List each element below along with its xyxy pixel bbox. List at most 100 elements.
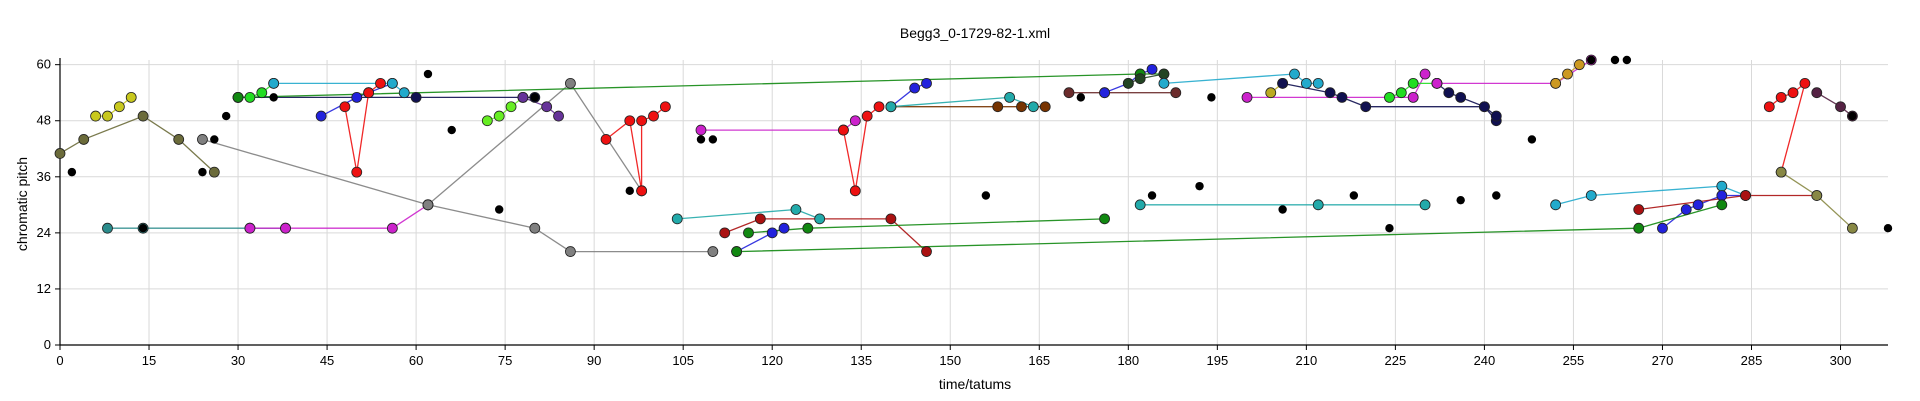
data-point-cyan-4: [1716, 180, 1728, 192]
data-point-blue-5: [1657, 222, 1668, 234]
data-point-green-2: [743, 227, 754, 239]
data-point-isolated: [1349, 191, 1359, 200]
data-point-teal-3: [1419, 199, 1431, 211]
data-point-magenta-2: [849, 115, 861, 127]
data-point-navy-2: [1324, 87, 1336, 99]
data-point-magenta-3: [1241, 91, 1253, 103]
data-point-isolated: [981, 191, 991, 200]
series-lines: [59, 59, 1853, 253]
x-tick-label: 30: [231, 353, 245, 368]
data-point-isolated: [1278, 205, 1287, 214]
x-tick-label: 45: [320, 353, 334, 368]
data-point-magenta-3: [1407, 91, 1419, 103]
x-tick-label: 60: [409, 353, 423, 368]
data-point-blue-2: [766, 227, 778, 239]
data-point-isolated: [1622, 55, 1632, 65]
series-line-blue-3: [890, 82, 927, 108]
x-tick-label: 300: [1830, 353, 1852, 368]
data-point-magenta-1: [244, 222, 256, 234]
data-point-blue-1: [315, 110, 327, 122]
y-tick-label: 12: [37, 281, 51, 296]
data-point-cyan-2: [671, 213, 683, 225]
x-tick-label: 135: [850, 353, 872, 368]
data-point-teal-2: [885, 101, 897, 113]
data-point-isolated: [198, 167, 207, 177]
data-point-grey-1: [529, 222, 541, 234]
data-point-green-5: [1633, 222, 1645, 234]
data-point-yellow-1: [102, 110, 113, 122]
x-tick-label: 240: [1474, 353, 1496, 368]
data-point-navy-2: [1277, 77, 1289, 89]
x-tick-label: 255: [1563, 353, 1585, 368]
data-point-green-5: [731, 246, 742, 257]
data-point-teal-3: [1134, 199, 1146, 211]
series-line-red-1: [344, 82, 381, 173]
data-point-isolated: [1456, 195, 1465, 205]
data-point-darkgreen-1: [1122, 77, 1134, 89]
data-point-cyan-2: [790, 204, 802, 215]
data-point-green-3: [232, 91, 244, 103]
data-point-green-5: [1716, 199, 1728, 211]
data-point-red-3: [849, 185, 861, 197]
data-point-isolated: [625, 186, 634, 196]
data-point-purple-1: [541, 101, 553, 113]
data-point-cyan-4: [1585, 190, 1597, 201]
series-line-cyan-4: [1555, 185, 1746, 206]
data-point-green-1: [256, 87, 268, 99]
data-point-red-3: [838, 124, 849, 136]
data-point-isolated: [1492, 191, 1501, 200]
x-tick-label: 90: [587, 353, 601, 368]
data-point-olive-1: [78, 134, 90, 145]
series-line-green-1: [238, 82, 275, 99]
data-point-lime-1: [481, 115, 493, 127]
data-point-gold-1: [1573, 59, 1585, 71]
data-point-isolated: [1076, 93, 1086, 102]
data-point-purple-2: [1835, 101, 1846, 113]
data-point-teal-3: [1312, 199, 1324, 211]
data-point-darkred-1: [885, 213, 897, 225]
data-point-red-2: [600, 134, 612, 145]
series-line-blue-4: [1104, 68, 1153, 94]
data-point-grey-1: [707, 246, 719, 257]
axes: [55, 58, 1888, 350]
x-tick-label: 285: [1741, 353, 1763, 368]
data-point-isolated: [423, 69, 433, 79]
data-point-grey-2: [422, 199, 434, 211]
x-tick-label: 75: [498, 353, 512, 368]
data-point-olive-1: [137, 110, 149, 122]
x-tick-label: 15: [142, 353, 156, 368]
x-tick-label: 150: [939, 353, 961, 368]
data-point-purple-1: [553, 110, 564, 122]
data-point-gold-1: [1550, 77, 1562, 89]
data-point-isolated: [1195, 181, 1204, 191]
series-line-magenta-1: [249, 204, 429, 229]
x-axis-label: time/tatums: [939, 376, 1011, 392]
series-line-green-2: [748, 218, 1105, 234]
data-point-red-2: [624, 115, 636, 127]
data-point-isolated: [530, 93, 540, 102]
x-tick-label: 210: [1296, 353, 1318, 368]
data-point-red-3: [873, 101, 885, 113]
data-point-isolated: [67, 167, 77, 177]
data-point-yellow-2: [1265, 87, 1277, 99]
data-point-navy-2: [1360, 101, 1372, 113]
y-axis-label: chromatic pitch: [14, 157, 30, 251]
data-point-blue-5: [1692, 199, 1704, 211]
data-point-cyan-3: [1289, 68, 1300, 80]
series-line-lime-1: [487, 96, 524, 122]
data-point-magenta-3: [1419, 68, 1431, 80]
data-point-red-3: [861, 110, 873, 122]
x-tick-label: 0: [56, 353, 63, 368]
data-point-blue-2: [778, 222, 790, 234]
data-point-yellow-1: [125, 91, 137, 103]
data-point-green-2: [1099, 213, 1110, 225]
data-point-green-4: [1384, 91, 1395, 103]
data-point-cyan-2: [814, 213, 826, 225]
data-point-olive-2: [1811, 190, 1823, 201]
data-point-isolated: [1883, 223, 1893, 233]
data-point-blue-1: [351, 91, 363, 103]
data-point-cyan-3: [1300, 77, 1312, 89]
data-point-olive-1: [173, 134, 185, 145]
data-point-navy-3: [1443, 87, 1455, 99]
y-tick-label: 60: [37, 57, 51, 72]
